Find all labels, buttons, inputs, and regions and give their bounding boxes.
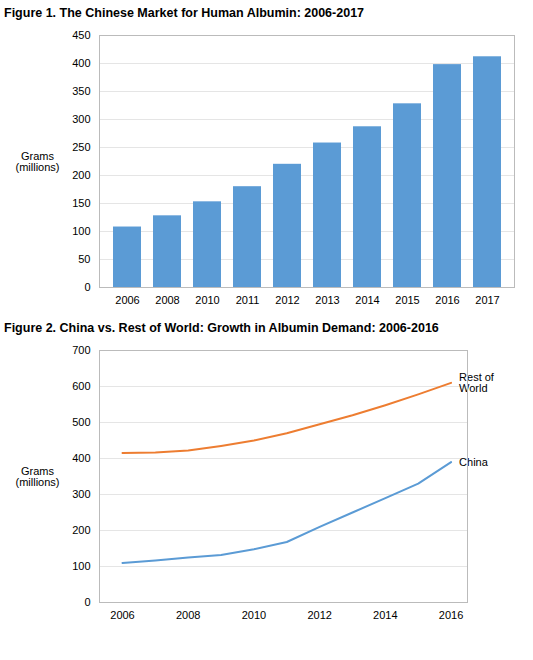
svg-text:2008: 2008 — [176, 609, 200, 621]
svg-text:2010: 2010 — [242, 609, 266, 621]
svg-text:400: 400 — [72, 452, 90, 464]
html-text:Figure 2. China vs. Rest of Wo: Figure 2. China vs. Rest of World: Growt… — [4, 321, 439, 335]
svg-text:2006: 2006 — [115, 294, 139, 306]
svg-text:100: 100 — [72, 560, 90, 572]
svg-text:2016: 2016 — [435, 294, 459, 306]
svg-text:2008: 2008 — [155, 294, 179, 306]
svg-text:500: 500 — [72, 416, 90, 428]
svg-text:2012: 2012 — [275, 294, 299, 306]
svg-text:2010: 2010 — [195, 294, 219, 306]
svg-text:2011: 2011 — [236, 294, 260, 306]
svg-text:150: 150 — [72, 197, 90, 209]
svg-text:2017: 2017 — [475, 294, 499, 306]
svg-text:Rest ofWorld: Rest ofWorld — [459, 371, 495, 394]
svg-text:2013: 2013 — [315, 294, 339, 306]
svg-text:400: 400 — [72, 57, 90, 69]
svg-text:0: 0 — [84, 281, 90, 293]
svg-text:2015: 2015 — [395, 294, 419, 306]
svg-text:2012: 2012 — [307, 609, 331, 621]
svg-text:Grams(millions): Grams(millions) — [16, 150, 60, 173]
html-text:Figure 1. The Chinese Market f: Figure 1. The Chinese Market for Human A… — [4, 6, 364, 20]
svg-text:700: 700 — [72, 344, 90, 356]
svg-text:200: 200 — [72, 524, 90, 536]
svg-text:600: 600 — [72, 380, 90, 392]
svg-text:200: 200 — [72, 169, 90, 181]
svg-text:2016: 2016 — [439, 609, 463, 621]
svg-text:300: 300 — [72, 113, 90, 125]
svg-text:300: 300 — [72, 488, 90, 500]
svg-text:350: 350 — [72, 85, 90, 97]
svg-text:2006: 2006 — [110, 609, 134, 621]
svg-text:50: 50 — [78, 253, 90, 265]
svg-text:2014: 2014 — [355, 294, 379, 306]
svg-text:250: 250 — [72, 141, 90, 153]
svg-text:China: China — [459, 456, 489, 468]
svg-text:Grams(millions): Grams(millions) — [16, 465, 60, 488]
svg-text:100: 100 — [72, 225, 90, 237]
svg-text:450: 450 — [72, 29, 90, 41]
svg-text:0: 0 — [84, 596, 90, 608]
svg-text:2014: 2014 — [373, 609, 397, 621]
